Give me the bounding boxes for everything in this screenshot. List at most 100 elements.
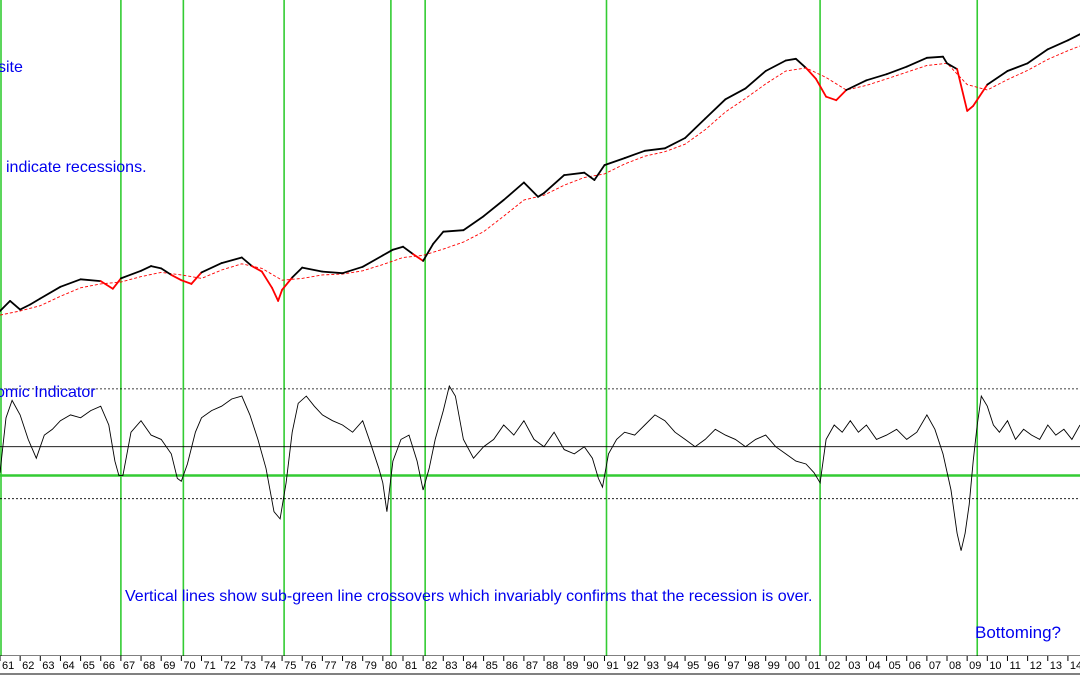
price-segment-52 [744, 70, 767, 90]
price-segment-24 [291, 266, 304, 279]
x-tick-label-78: 78 [345, 660, 357, 672]
x-tick-label-07: 07 [929, 660, 941, 672]
x-tick-label-81: 81 [405, 660, 417, 672]
x-tick-label-11: 11 [1009, 660, 1020, 672]
price-segment-17 [220, 256, 243, 265]
price-segment-51 [724, 87, 747, 101]
x-tick-label-09: 09 [969, 660, 981, 672]
price-recession-segment-32 [412, 253, 425, 262]
x-tick-label-61: 61 [2, 660, 14, 672]
top-title-fragment: site [0, 59, 23, 76]
moving-average-line [0, 45, 1080, 316]
x-tick-label-83: 83 [445, 660, 457, 672]
price-segment-0 [0, 299, 12, 312]
price-segment-62 [885, 65, 908, 76]
price-recession-segment-8 [111, 277, 122, 290]
x-tick-label-13: 13 [1050, 660, 1062, 672]
price-segment-66 [946, 62, 958, 70]
x-tick-label-02: 02 [828, 660, 840, 672]
price-segment-35 [442, 229, 465, 233]
x-tick-label-82: 82 [425, 660, 437, 672]
price-segment-43 [583, 171, 596, 181]
price-segment-42 [563, 171, 586, 177]
price-segment-53 [764, 59, 787, 72]
price-segment-60 [845, 79, 868, 91]
x-tick-label-70: 70 [183, 660, 195, 672]
price-segment-64 [926, 55, 944, 59]
x-tick-label-97: 97 [727, 660, 739, 672]
price-segment-2 [19, 303, 32, 311]
x-tick-label-12: 12 [1030, 660, 1042, 672]
x-tick-label-63: 63 [42, 660, 54, 672]
price-recession-segment-57 [815, 78, 827, 98]
x-tick-label-84: 84 [465, 660, 477, 672]
x-tick-label-85: 85 [486, 660, 498, 672]
price-segment-45 [603, 157, 626, 167]
price-segment-4 [39, 285, 62, 300]
x-tick-label-79: 79 [365, 660, 377, 672]
price-segment-48 [664, 137, 686, 150]
x-tick-label-64: 64 [62, 660, 74, 672]
price-segment-49 [684, 117, 707, 139]
x-axis-band [0, 656, 1080, 675]
price-segment-41 [543, 174, 566, 195]
x-tick-label-75: 75 [284, 660, 296, 672]
price-segment-72 [1026, 48, 1049, 65]
x-tick-label-66: 66 [103, 660, 115, 672]
price-recession-segment-15 [190, 271, 203, 285]
x-tick-label-10: 10 [989, 660, 1001, 672]
price-panel [0, 33, 1080, 316]
price-segment-46 [623, 149, 646, 160]
price-recession-segment-56 [805, 67, 817, 80]
recession-note: indicate recessions. [6, 159, 147, 176]
x-tick-label-71: 71 [203, 660, 215, 672]
price-segment-38 [502, 181, 525, 201]
price-segment-1 [9, 299, 22, 311]
x-tick-label-91: 91 [606, 660, 618, 672]
price-recession-segment-19 [250, 265, 263, 273]
x-tick-label-94: 94 [667, 660, 679, 672]
price-recession-segment-14 [180, 279, 193, 285]
x-tick-label-88: 88 [546, 660, 558, 672]
price-segment-34 [432, 230, 445, 245]
price-segment-33 [422, 242, 435, 262]
price-segment-61 [865, 73, 888, 82]
price-segment-36 [462, 215, 485, 232]
price-recession-segment-22 [277, 288, 284, 302]
x-tick-label-69: 69 [163, 660, 175, 672]
x-tick-label-00: 00 [788, 660, 800, 672]
x-tick-label-93: 93 [647, 660, 659, 672]
price-segment-25 [301, 266, 324, 273]
x-tick-label-14: 14 [1070, 660, 1080, 672]
price-segment-40 [537, 192, 545, 198]
x-tick-label-80: 80 [385, 660, 397, 672]
price-segment-28 [361, 254, 384, 268]
x-tick-label-77: 77 [324, 660, 336, 672]
indicator-title-fragment: omic Indicator [0, 384, 96, 401]
price-recession-segment-68 [966, 105, 975, 112]
x-tick-label-87: 87 [526, 660, 538, 672]
price-recession-segment-21 [271, 286, 280, 302]
x-tick-label-01: 01 [808, 660, 820, 672]
price-recession-segment-58 [825, 95, 838, 102]
x-tick-label-95: 95 [687, 660, 699, 672]
price-segment-50 [704, 98, 727, 120]
x-tick-label-68: 68 [143, 660, 155, 672]
x-tick-label-67: 67 [123, 660, 135, 672]
price-segment-39 [523, 181, 539, 198]
price-recession-segment-7 [99, 280, 114, 290]
x-tick-label-99: 99 [768, 660, 780, 672]
recession-end-vertical-lines [0, 0, 979, 656]
price-segment-26 [321, 270, 344, 275]
x-tick-label-05: 05 [889, 660, 901, 672]
x-tick-label-65: 65 [83, 660, 95, 672]
x-tick-label-74: 74 [264, 660, 276, 672]
x-tick-label-06: 06 [909, 660, 921, 672]
price-recession-segment-59 [835, 89, 848, 102]
price-recession-segment-67 [956, 68, 969, 112]
x-tick-label-89: 89 [566, 660, 578, 672]
x-tick-label-92: 92 [627, 660, 639, 672]
indicator-line [0, 384, 1080, 551]
